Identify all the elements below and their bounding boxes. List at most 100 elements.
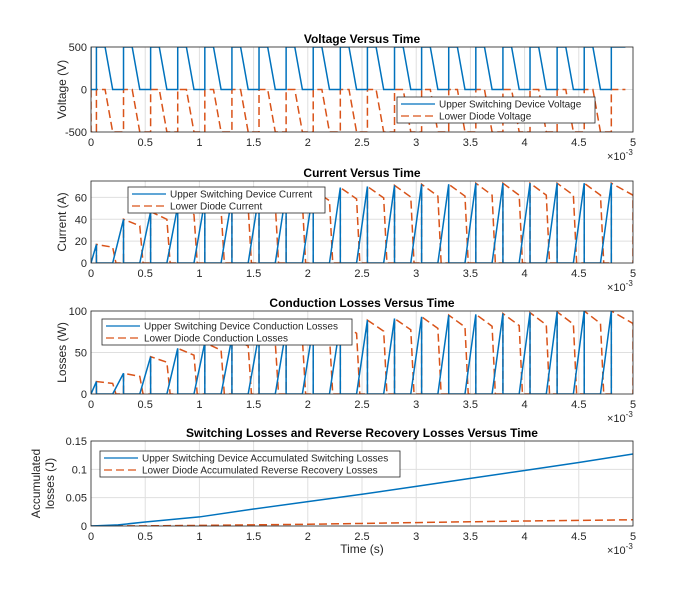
x-tick-label: 4.5 bbox=[571, 399, 586, 411]
x-exponent-label: ×10-3 bbox=[607, 148, 633, 163]
upper-switch-series-line bbox=[91, 311, 613, 394]
x-tick-label: 0.5 bbox=[138, 531, 153, 543]
x-tick-label: 0.5 bbox=[138, 399, 153, 411]
x-tick-label: 5 bbox=[630, 137, 636, 149]
subplot-title: Voltage Versus Time bbox=[304, 32, 421, 46]
axes-box bbox=[90, 310, 634, 395]
x-tick-label: 1 bbox=[196, 268, 202, 280]
legend-entry: Upper Switching Device Current bbox=[170, 190, 313, 201]
lower-diode-series-line bbox=[91, 519, 633, 526]
x-tick-label: 2.5 bbox=[354, 268, 369, 280]
x-tick-label: 3.5 bbox=[463, 399, 478, 411]
x-tick-label: 4.5 bbox=[571, 531, 586, 543]
y-tick-label: 0 bbox=[81, 85, 87, 97]
x-tick-label: 3.5 bbox=[463, 268, 478, 280]
y-tick-label: -500 bbox=[65, 127, 87, 139]
y-tick-label: 50 bbox=[75, 348, 87, 360]
axes-box bbox=[90, 440, 634, 527]
subplot-title: Switching Losses and Reverse Recovery Lo… bbox=[186, 426, 538, 440]
x-tick-label: 2.5 bbox=[354, 531, 369, 543]
x-tick-label: 0 bbox=[88, 137, 94, 149]
x-tick-label: 0.5 bbox=[138, 137, 153, 149]
x-tick-label: 3 bbox=[413, 399, 419, 411]
axes-box bbox=[90, 46, 634, 133]
lower-diode-series-line bbox=[95, 311, 633, 394]
x-tick-label: 5 bbox=[630, 268, 636, 280]
x-tick-label: 3 bbox=[413, 268, 419, 280]
x-tick-label: 1.5 bbox=[246, 399, 261, 411]
y-axis-label: Voltage (V) bbox=[55, 60, 69, 119]
x-exponent-label: ×10-3 bbox=[607, 542, 633, 557]
x-tick-label: 1 bbox=[196, 531, 202, 543]
legend-entry: Lower Diode Voltage bbox=[439, 112, 532, 123]
y-tick-label: 40 bbox=[75, 214, 87, 226]
x-tick-label: 4 bbox=[522, 137, 528, 149]
x-tick-label: 2 bbox=[305, 399, 311, 411]
x-axis-label: Time (s) bbox=[340, 542, 384, 556]
x-tick-label: 5 bbox=[630, 399, 636, 411]
y-tick-label: 500 bbox=[69, 42, 87, 54]
y-tick-label: 100 bbox=[69, 306, 87, 318]
y-axis-label: Accumulated bbox=[29, 449, 43, 518]
y-tick-label: 60 bbox=[75, 192, 87, 204]
x-tick-label: 1.5 bbox=[246, 268, 261, 280]
x-tick-label: 2 bbox=[305, 268, 311, 280]
x-tick-label: 2 bbox=[305, 137, 311, 149]
legend-entry: Lower Diode Accumulated Reverse Recovery… bbox=[142, 466, 378, 477]
y-axis-label: losses (J) bbox=[43, 458, 57, 509]
x-tick-label: 4.5 bbox=[571, 268, 586, 280]
y-axis-label: Current (A) bbox=[55, 192, 69, 251]
subplot-2: 0 0.5 1 1.5 2 2.5 3 3.5 4 4.5 5 0 20 40 60 Current Vers… bbox=[55, 166, 636, 294]
x-tick-label: 0 bbox=[88, 399, 94, 411]
legend-entry: Upper Switching Device Voltage bbox=[439, 100, 582, 111]
x-tick-label: 5 bbox=[630, 531, 636, 543]
y-tick-label: 0 bbox=[81, 389, 87, 401]
legend: Upper Switching Device Accumulated Switc… bbox=[99, 450, 401, 478]
x-tick-label: 4 bbox=[522, 399, 528, 411]
x-tick-label: 3 bbox=[413, 137, 419, 149]
x-exponent-label: ×10-3 bbox=[607, 279, 633, 294]
x-tick-label: 4 bbox=[522, 531, 528, 543]
subplot-4: 0 0.5 1 1.5 2 2.5 3 3.5 4 4.5 5 0 0.05 0.1 0.15 Switchi… bbox=[29, 426, 636, 557]
y-tick-label: 0.1 bbox=[72, 464, 87, 476]
x-tick-label: 2.5 bbox=[354, 399, 369, 411]
x-tick-label: 4.5 bbox=[571, 137, 586, 149]
x-tick-label: 3 bbox=[413, 531, 419, 543]
x-tick-label: 1.5 bbox=[246, 531, 261, 543]
y-tick-label: 0.05 bbox=[66, 493, 87, 505]
x-tick-label: 2 bbox=[305, 531, 311, 543]
x-exponent-label: ×10-3 bbox=[607, 410, 633, 425]
legend-entry: Upper Switching Device Accumulated Switc… bbox=[142, 454, 388, 465]
x-tick-label: 2.5 bbox=[354, 137, 369, 149]
x-tick-label: 1 bbox=[196, 137, 202, 149]
x-tick-label: 1 bbox=[196, 399, 202, 411]
x-tick-label: 0.5 bbox=[138, 268, 153, 280]
upper-switch-series-line bbox=[91, 183, 613, 263]
axes-box bbox=[90, 180, 634, 264]
x-tick-label: 0 bbox=[88, 268, 94, 280]
x-tick-label: 3.5 bbox=[463, 137, 478, 149]
legend-entry: Lower Diode Conduction Losses bbox=[144, 334, 288, 345]
y-tick-label: 20 bbox=[75, 236, 87, 248]
y-tick-label: 0 bbox=[81, 521, 87, 533]
x-tick-label: 0 bbox=[88, 531, 94, 543]
legend-entry: Lower Diode Current bbox=[170, 202, 262, 213]
y-axis-label: Losses (W) bbox=[55, 322, 69, 383]
legend-entry: Upper Switching Device Conduction Losses bbox=[144, 322, 338, 333]
upper-switch-series-line bbox=[91, 47, 626, 91]
upper-switch-series-line bbox=[91, 453, 633, 526]
y-tick-label: 0 bbox=[81, 258, 87, 270]
y-tick-label: 0.15 bbox=[66, 436, 87, 448]
x-tick-label: 4 bbox=[522, 268, 528, 280]
x-tick-label: 1.5 bbox=[246, 137, 261, 149]
subplot-title: Conduction Losses Versus Time bbox=[269, 296, 454, 310]
x-tick-label: 3.5 bbox=[463, 531, 478, 543]
subplot-title: Current Versus Time bbox=[303, 166, 420, 180]
legend: Upper Switching Device Conduction Losses… bbox=[101, 318, 353, 346]
lower-diode-series-line bbox=[95, 181, 633, 263]
